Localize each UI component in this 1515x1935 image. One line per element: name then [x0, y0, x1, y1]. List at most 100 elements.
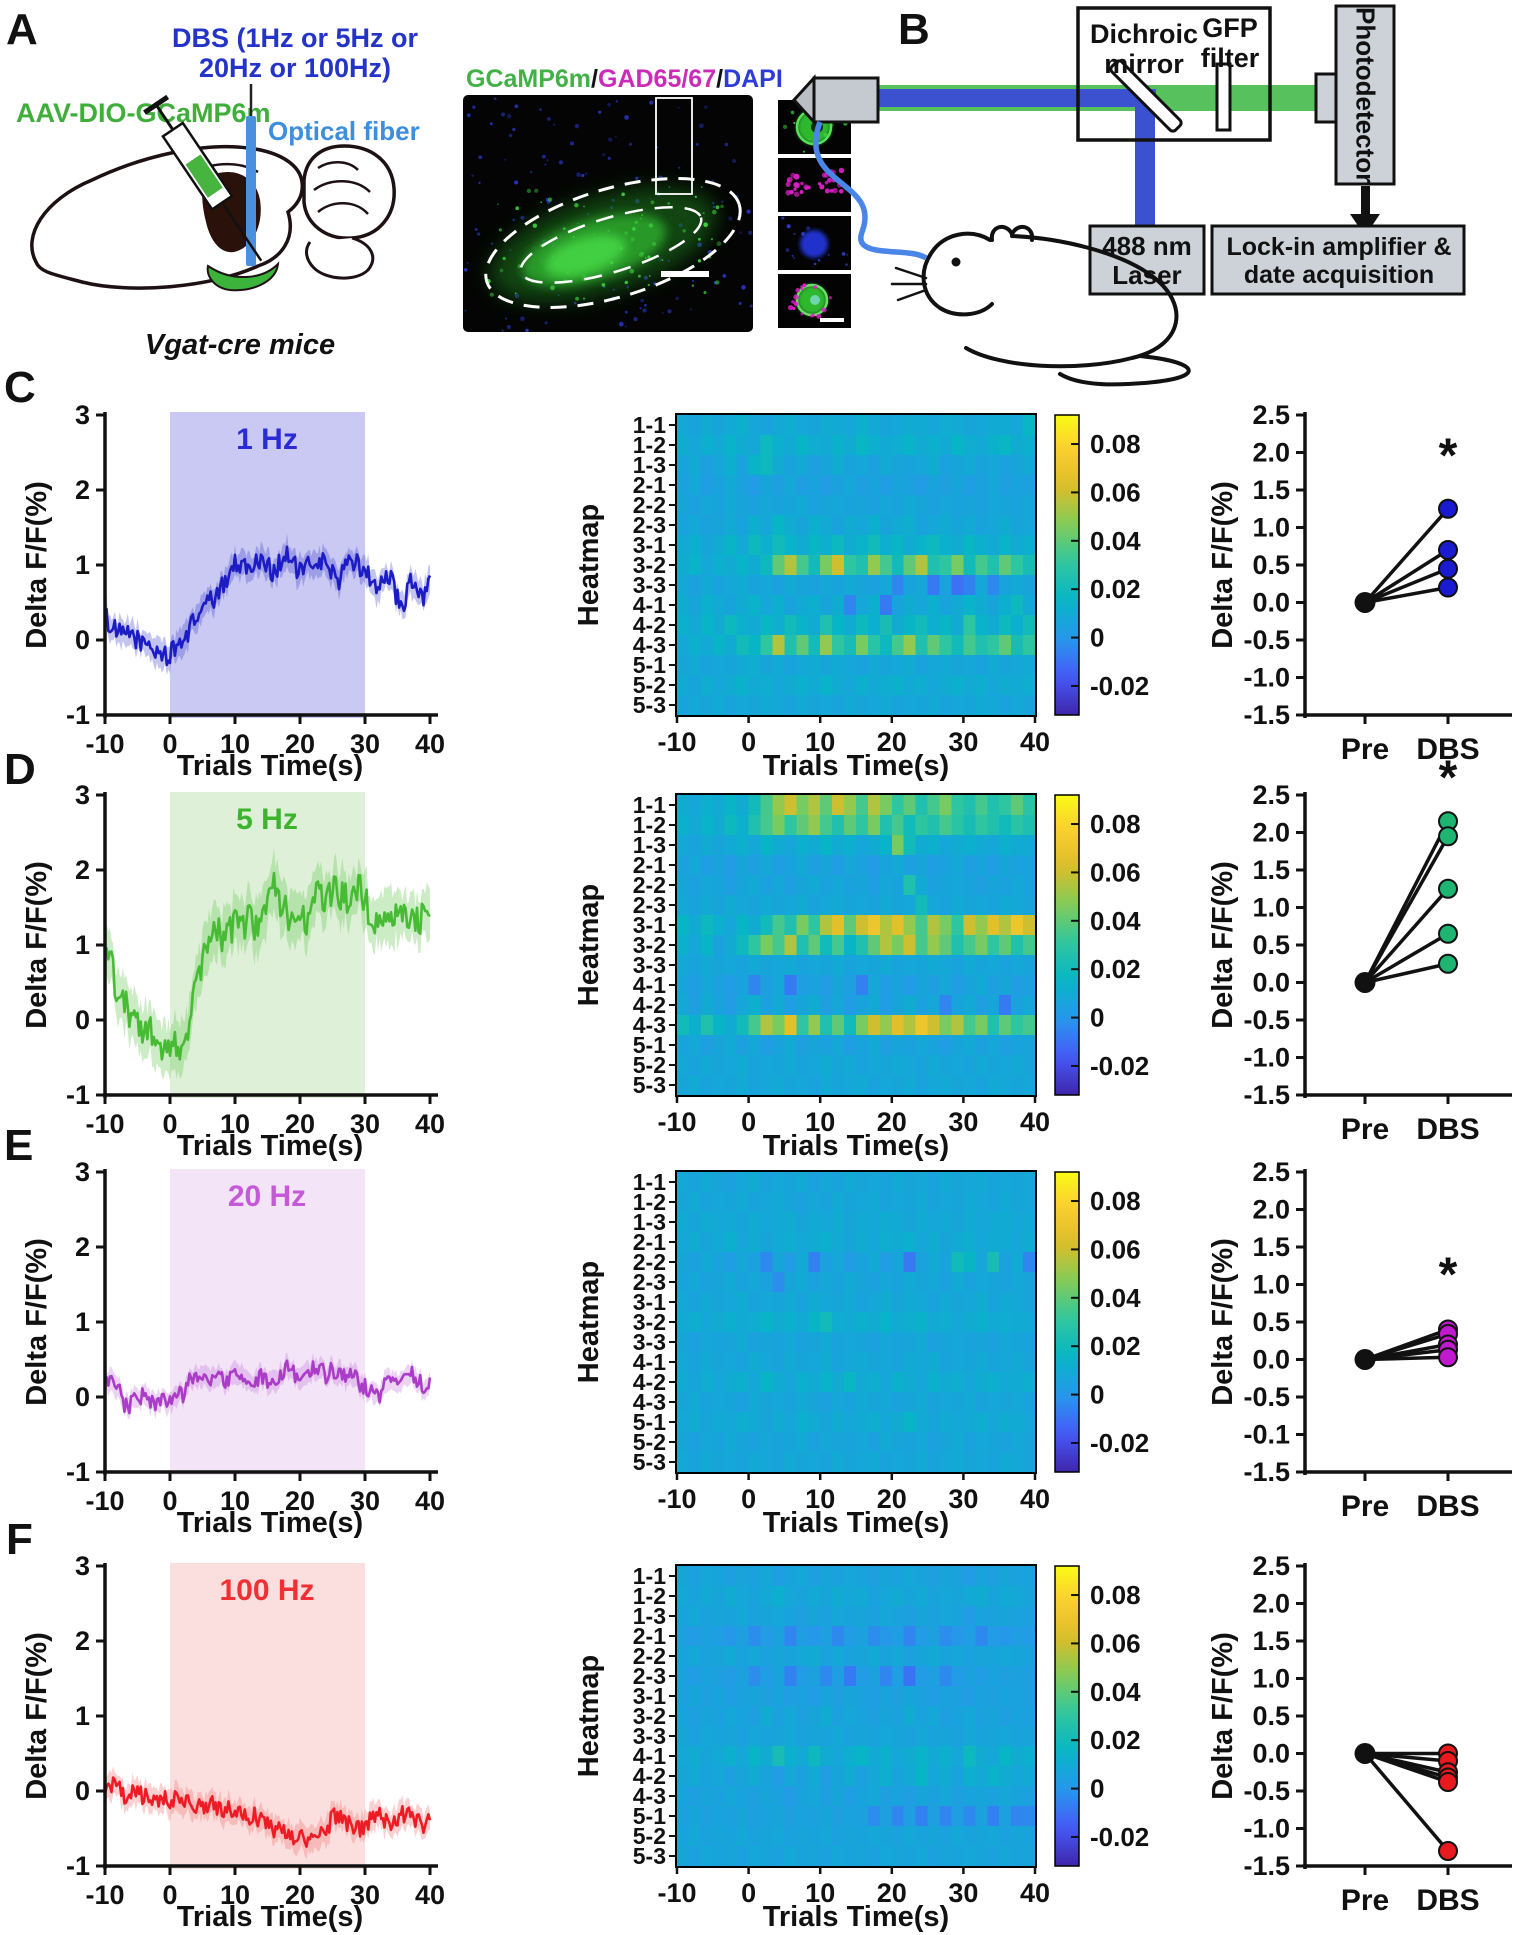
- brain-outline: [30, 144, 305, 290]
- svg-text:0.04: 0.04: [1090, 906, 1141, 936]
- svg-text:0.0: 0.0: [1252, 1345, 1290, 1375]
- svg-text:10: 10: [805, 1107, 835, 1137]
- svg-text:2.5: 2.5: [1252, 1157, 1290, 1187]
- svg-text:1-3: 1-3: [633, 1209, 666, 1235]
- svg-text:-10: -10: [85, 729, 124, 759]
- svg-text:Delta F/F(%): Delta F/F(%): [21, 481, 53, 649]
- svg-text:5-3: 5-3: [633, 692, 666, 718]
- svg-text:-0.02: -0.02: [1090, 671, 1149, 701]
- svg-text:Delta F/F(%): Delta F/F(%): [1207, 1632, 1239, 1800]
- svg-text:1: 1: [75, 930, 90, 960]
- svg-text:5-3: 5-3: [633, 1843, 666, 1869]
- svg-text:2-3: 2-3: [633, 512, 666, 538]
- svg-text:4-3: 4-3: [633, 632, 666, 658]
- heatmap-row: [677, 1232, 1035, 1252]
- svg-text:Trials Time(s): Trials Time(s): [177, 750, 363, 782]
- panel-label-c: C: [4, 363, 36, 412]
- optical-fiber-line: [246, 116, 256, 266]
- svg-text:2-3: 2-3: [633, 1269, 666, 1295]
- svg-text:Pre: Pre: [1341, 1113, 1389, 1146]
- heatmap-row: [677, 955, 1035, 975]
- heatmap-c: [675, 413, 1037, 717]
- svg-text:4-2: 4-2: [633, 1369, 666, 1395]
- svg-text:-0.1: -0.1: [1243, 1420, 1290, 1450]
- gfp-label-line2: filter: [1200, 42, 1260, 73]
- heatmap-e: [675, 1170, 1037, 1474]
- heatmap-row: [677, 1846, 1035, 1866]
- svg-text:1-1: 1-1: [633, 412, 666, 438]
- heatmap-row: [677, 1766, 1035, 1786]
- heatmap-row: [677, 1172, 1035, 1192]
- svg-text:2.0: 2.0: [1252, 818, 1290, 848]
- svg-text:40: 40: [1020, 1484, 1050, 1514]
- svg-text:3: 3: [75, 400, 90, 430]
- heatmap-row: [677, 1432, 1035, 1452]
- heatmap-row: [677, 555, 1035, 575]
- svg-text:0.5: 0.5: [1252, 930, 1290, 960]
- heatmap-row: [677, 1252, 1035, 1272]
- fiber-coupler-tip: [791, 74, 816, 126]
- svg-text:2-3: 2-3: [633, 892, 666, 918]
- svg-text:5-2: 5-2: [633, 1429, 666, 1455]
- heatmap-row: [677, 815, 1035, 835]
- svg-text:-10: -10: [657, 1484, 696, 1514]
- svg-text:-1.5: -1.5: [1243, 700, 1290, 730]
- svg-text:10: 10: [805, 1878, 835, 1908]
- svg-text:1-3: 1-3: [633, 1603, 666, 1629]
- gfp-filter-label: GFP filter: [1178, 13, 1282, 73]
- svg-text:4-3: 4-3: [633, 1012, 666, 1038]
- micrograph-caption: GCaMP6m/GAD65/67/DAPI: [466, 65, 783, 94]
- svg-text:Trials Time(s): Trials Time(s): [177, 1130, 363, 1162]
- svg-text:0.08: 0.08: [1090, 1186, 1141, 1216]
- svg-text:-0.5: -0.5: [1243, 1776, 1290, 1806]
- svg-text:0.0: 0.0: [1252, 1739, 1290, 1769]
- svg-text:0.02: 0.02: [1090, 954, 1141, 984]
- lockin-label-line1: Lock-in amplifier &: [1226, 233, 1452, 261]
- svg-text:4-2: 4-2: [633, 612, 666, 638]
- svg-text:1.5: 1.5: [1252, 475, 1290, 505]
- caption-sep1: /: [591, 65, 598, 93]
- dichroic-label-line1: Dichroic: [1089, 19, 1199, 49]
- heatmap-row: [677, 415, 1035, 435]
- svg-text:DBS: DBS: [1416, 733, 1479, 766]
- heatmap-row: [677, 575, 1035, 595]
- fiber-coupler-body: [812, 76, 880, 124]
- svg-text:0.5: 0.5: [1252, 1307, 1290, 1337]
- heatmap-row: [677, 1035, 1035, 1055]
- heatmap-row: [677, 1372, 1035, 1392]
- lockin-box: [1210, 224, 1466, 296]
- svg-text:3-2: 3-2: [633, 932, 666, 958]
- svg-text:Trials Time(s): Trials Time(s): [763, 1901, 949, 1933]
- svg-text:-0.02: -0.02: [1090, 1822, 1149, 1852]
- svg-text:3: 3: [75, 1157, 90, 1187]
- svg-text:2-2: 2-2: [633, 872, 666, 898]
- micrograph-inset-dapi: [778, 216, 851, 270]
- svg-text:0.02: 0.02: [1090, 1331, 1141, 1361]
- heatmap-row: [677, 655, 1035, 675]
- svg-text:-1.0: -1.0: [1243, 1814, 1290, 1844]
- svg-text:Pre: Pre: [1341, 733, 1389, 766]
- svg-text:-1.0: -1.0: [1243, 663, 1290, 693]
- svg-text:Trials Time(s): Trials Time(s): [763, 1507, 949, 1539]
- svg-text:0: 0: [75, 1776, 90, 1806]
- gfp-filter-slab: [1215, 62, 1232, 132]
- heatmap-row: [677, 1015, 1035, 1035]
- svg-text:4-1: 4-1: [633, 1743, 666, 1769]
- mouse-cartoon: [890, 224, 1191, 387]
- svg-text:-10: -10: [657, 1107, 696, 1137]
- svg-text:5-3: 5-3: [633, 1449, 666, 1475]
- signal-arrow-shaft: [1361, 186, 1370, 216]
- heatmap-row: [677, 1786, 1035, 1806]
- svg-text:4-1: 4-1: [633, 592, 666, 618]
- excitation-beam-horizontal: [874, 89, 1156, 107]
- svg-text:3: 3: [75, 1551, 90, 1581]
- heatmap-f: [675, 1564, 1037, 1868]
- heatmap-row: [677, 795, 1035, 815]
- heatmap-row: [677, 935, 1035, 955]
- svg-text:-10: -10: [85, 1109, 124, 1139]
- svg-text:10: 10: [220, 1109, 250, 1139]
- heatmap-row: [677, 975, 1035, 995]
- heatmap-row: [677, 515, 1035, 535]
- micrograph-inset-gad: [778, 158, 851, 212]
- svg-text:10: 10: [805, 1484, 835, 1514]
